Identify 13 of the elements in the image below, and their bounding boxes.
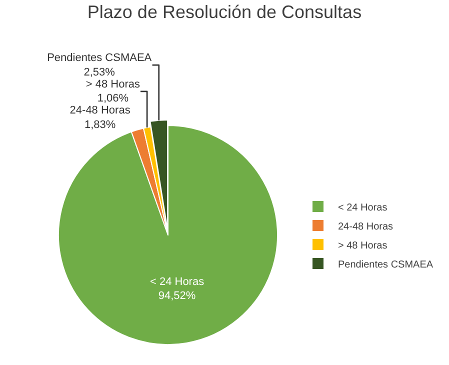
slice-label: Pendientes CSMAEA — [47, 52, 152, 64]
chart-title: Plazo de Resolución de Consultas — [87, 2, 362, 22]
legend-label: 24-48 Horas — [338, 221, 394, 232]
slice-label: > 48 Horas — [86, 78, 140, 90]
slice-label: < 24 Horas — [150, 276, 205, 288]
slice-label: 24-48 Horas — [70, 104, 131, 117]
data-label: 2,53% — [84, 66, 116, 78]
legend-label: < 24 Horas — [338, 202, 388, 214]
data-label: 1,83% — [84, 118, 116, 131]
data-label: 94,52% — [158, 290, 196, 302]
legend-label: > 48 Horas — [338, 240, 388, 252]
data-label: 1,06% — [97, 92, 129, 105]
legend-label: Pendientes CSMAEA — [338, 259, 434, 270]
